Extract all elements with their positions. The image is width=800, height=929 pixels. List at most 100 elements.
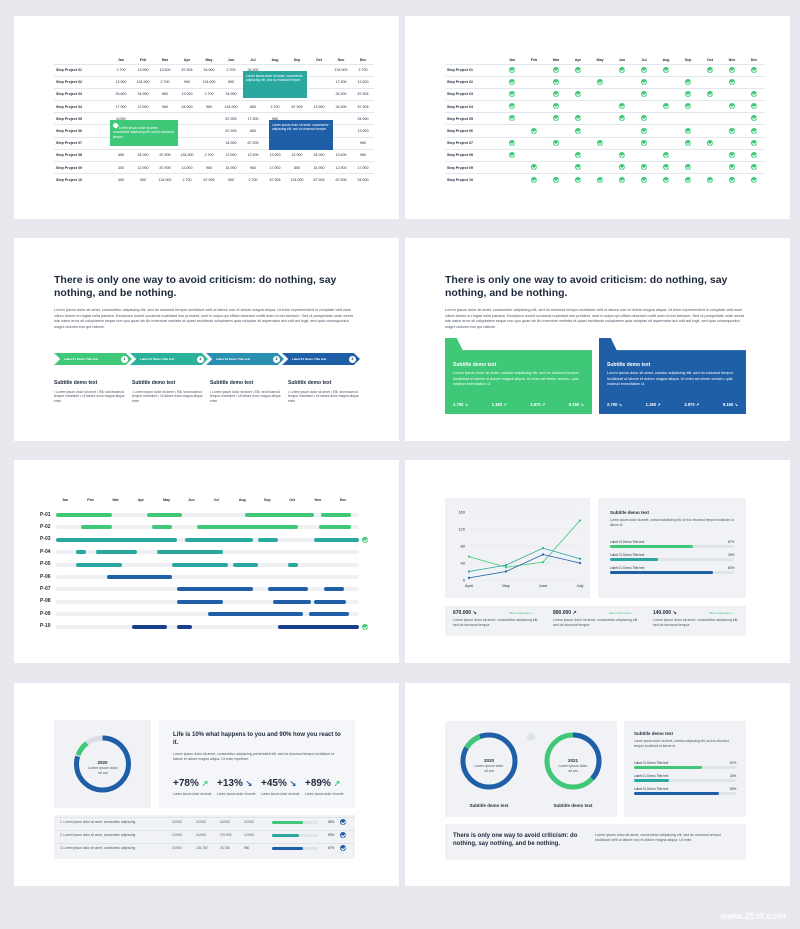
value-table: Jan Feb Mar Apr May Jun Jul Aug Sep Oct Nov Dec Step…: [54, 56, 374, 186]
check-cell: [501, 148, 523, 162]
check-cell: [501, 75, 523, 89]
slide-6-chart[interactable]: 0 40 80 120 160 April May June July Subtitle dem…: [405, 460, 790, 663]
check-cell: [523, 160, 545, 174]
check-cell: [545, 75, 567, 89]
more-info-link[interactable]: More information →: [709, 611, 736, 615]
check-cell: [523, 75, 545, 89]
table-row: Step Project 05: [445, 112, 765, 125]
corner-cell: [445, 56, 501, 64]
value-cell: 13.900: [154, 63, 176, 77]
step-col-3: Subtitle demo text • Lorem ipsum dolor si…: [210, 380, 281, 404]
slide-4-boxes[interactable]: There is only one way to avoid criticism…: [405, 238, 790, 441]
check-cell: [699, 136, 721, 150]
check-icon: [509, 78, 515, 85]
check-cell: [501, 173, 523, 186]
check-cell: [699, 75, 721, 89]
value-cell: 34.900: [308, 148, 330, 162]
gantt-bar: [288, 562, 299, 567]
row-label: Step Project 08: [54, 148, 110, 162]
step-3: Label 03 Demo Title text 3: [206, 353, 284, 365]
month-header: Oct: [316, 57, 322, 62]
month-header: Apr: [574, 57, 582, 62]
check-cell: [655, 160, 677, 174]
kpi-text: Lorem ipsum dolor sit amet: [217, 792, 256, 796]
check-cell: [655, 112, 677, 125]
cell-value: 980: [244, 846, 250, 850]
value-cell: 2.700: [176, 173, 198, 186]
check-cell: [655, 87, 677, 101]
check-cell: [589, 63, 611, 77]
check-cell: [721, 75, 743, 89]
gantt-bar: [96, 550, 137, 555]
row-label: Step Project 04: [445, 100, 501, 113]
gantt-row-label: P-05: [40, 561, 51, 568]
progress-bar: [610, 545, 734, 548]
gantt-row-label: P-03: [40, 536, 51, 543]
check-cell: [633, 148, 655, 162]
stat-text: Lorem ipsum dolor sit amet, consectetur …: [653, 618, 739, 628]
more-info-link[interactable]: More information →: [609, 611, 636, 615]
progress-label: Label 01 Demo Title text: [634, 761, 669, 765]
check-cell: [721, 100, 743, 113]
slide-8-rings[interactable]: 2020 Lorem ipsum dolor sit am 2021 Lorem…: [405, 683, 790, 886]
check-icon: [597, 78, 603, 85]
month-header: Mar: [552, 57, 560, 62]
progress-bar: [610, 558, 734, 561]
row-label: Step Project 09: [445, 160, 501, 174]
month-header: Jul: [250, 57, 256, 62]
kpi-value: +45% ↘: [261, 778, 297, 789]
slide-5-gantt[interactable]: Jan Feb Mar Apr May Jun Jul Aug Sep Oct Nov Dec P-01…: [14, 460, 399, 663]
check-cell: [611, 100, 633, 113]
rings-panel: 2020 Lorem ipsum dolor sit am 2021 Lorem…: [445, 721, 617, 817]
month-header: Mar: [112, 498, 119, 502]
month-header: Jan: [117, 57, 125, 62]
stat-value: 890.000 ↗: [553, 610, 577, 616]
table-row: Step Project 09 300 12.900 87.905 13.900 960 3…: [54, 160, 374, 174]
value-cell: 960: [242, 160, 264, 174]
progress-bar: [272, 846, 318, 850]
more-info-link[interactable]: More information →: [509, 611, 536, 615]
check-cell: [545, 100, 567, 113]
check-icon: [641, 139, 647, 146]
table-row: Step Project 08 456 34.900 87.905 134.900 2.7…: [54, 148, 374, 162]
value-cell: 960: [352, 136, 374, 150]
value-cell: 34.900: [198, 63, 220, 77]
gantt-bar: [273, 599, 312, 604]
row-label: Step Project 10: [445, 173, 501, 186]
value-cell: 960: [352, 148, 374, 162]
value-cell: 12.900: [132, 160, 154, 174]
kpi-text: Lorem ipsum dolor sit amet: [173, 792, 212, 796]
stat-value: 140.000 ↘: [653, 610, 677, 616]
month-header: Aug: [238, 498, 246, 502]
slide-1-value-table[interactable]: Jan Feb Mar Apr May Jun Jul Aug Sep Oct Nov Dec Step…: [14, 16, 399, 219]
gantt-row-label: P-04: [40, 548, 51, 555]
value-cell: 87.905: [286, 100, 308, 113]
check-cell: [633, 87, 655, 101]
gantt-bar: [106, 575, 173, 579]
row-label: Step Project 06: [54, 124, 110, 138]
check-cell: [655, 100, 677, 113]
check-cell: [523, 173, 545, 186]
check-icon: [663, 164, 669, 171]
check-icon: [751, 151, 757, 158]
data-point: [541, 547, 545, 550]
progress-panel: Subtitle demo text Lorem ipsum dolor sit…: [624, 721, 746, 817]
step-col-2: Subtitle demo text • Lorem ipsum dolor si…: [132, 380, 203, 404]
slide-2-check-grid[interactable]: Jan Feb Mar Apr May Jun Jul Aug Sep Oct Nov Dec Step…: [405, 16, 790, 219]
check-cell: [677, 173, 699, 186]
progress-pct: 67%: [730, 761, 737, 765]
check-cell: [721, 173, 743, 186]
slide-7-kpi[interactable]: 2020 Lorem ipsum dolor sit am Life is 10…: [14, 683, 399, 886]
cell-value: 16.900: [220, 820, 230, 824]
data-point: [504, 566, 508, 569]
check-cell: [743, 148, 765, 162]
gantt-row-label: P-09: [40, 610, 51, 617]
check-cell: [567, 75, 589, 89]
check-cell: [677, 136, 699, 150]
check-icon: [619, 115, 625, 122]
check-cell: [743, 160, 765, 174]
check-cell: [699, 63, 721, 77]
check-icon: [663, 66, 669, 73]
check-cell: [545, 63, 567, 77]
slide-3-steps[interactable]: There is only one way to avoid criticism…: [14, 238, 399, 441]
